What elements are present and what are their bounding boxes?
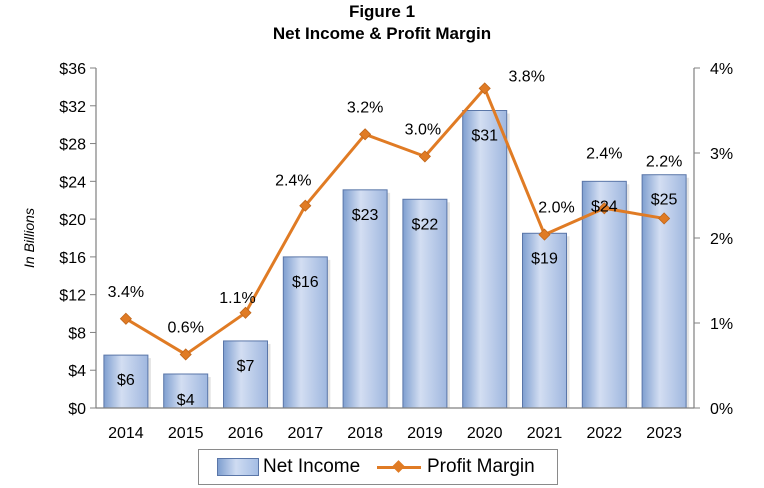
margin-value-label: 2.4% (586, 145, 622, 162)
chart-title: Net Income & Profit Margin (272, 24, 492, 43)
bar-value-label: $23 (352, 207, 379, 224)
y-axis-title: In Billions (21, 208, 37, 268)
y-tick-label: $4 (68, 363, 86, 380)
profit-margin-line (125, 86, 665, 356)
bar-value-label: $7 (237, 358, 255, 375)
x-tick-label: 2020 (467, 425, 503, 442)
legend-item-profit-margin: Profit Margin (377, 456, 535, 478)
bar-value-label: $4 (177, 392, 195, 409)
x-tick-label: 2018 (347, 425, 383, 442)
margin-value-label: 1.1% (219, 290, 255, 307)
legend-item-net-income: Net Income (217, 456, 360, 478)
bar-value-label: $25 (651, 192, 678, 209)
bar-2023 (641, 174, 687, 409)
y2-tick-label: 4% (710, 61, 733, 78)
x-tick-label: 2016 (228, 425, 264, 442)
marker-2017 (299, 199, 312, 212)
legend: Net Income Profit Margin (198, 449, 558, 485)
y-tick-label: $28 (59, 137, 86, 154)
bar-value-label: $22 (412, 216, 439, 233)
legend-bar-swatch (217, 458, 259, 476)
bar-2016 (223, 340, 268, 409)
x-tick-label: 2017 (288, 425, 324, 442)
y-tick-label: $24 (59, 174, 86, 191)
marker-2021 (538, 228, 551, 241)
x-tick-label: 2014 (108, 425, 144, 442)
bar-value-label: $19 (531, 250, 558, 267)
y-tick-label: $8 (68, 325, 86, 342)
y2-tick-label: 3% (710, 146, 733, 163)
y-tick-label: $12 (59, 288, 86, 305)
bar-2020 (462, 110, 508, 409)
legend-label-net-income: Net Income (263, 456, 361, 477)
marker-2016 (239, 306, 252, 319)
bar-value-label: $31 (471, 128, 498, 145)
margin-value-label: 3.8% (508, 68, 544, 85)
margin-value-label: 2.2% (646, 153, 682, 170)
bar-2019 (402, 198, 448, 409)
x-tick-label: 2022 (587, 425, 623, 442)
margin-value-label: 3.4% (108, 284, 144, 301)
bar-2021 (522, 232, 567, 409)
y-tick-label: $0 (68, 401, 86, 418)
y-tick-label: $32 (59, 99, 86, 116)
bar-2017 (282, 256, 328, 409)
legend-label-profit-margin: Profit Margin (427, 456, 535, 477)
x-tick-label: 2021 (527, 425, 563, 442)
bar-2022 (581, 180, 627, 409)
x-tick-label: 2019 (407, 425, 443, 442)
marker-2014 (119, 312, 132, 325)
marker-2022 (598, 202, 611, 215)
y2-tick-label: 1% (710, 316, 733, 333)
y-tick-label: $16 (59, 250, 86, 267)
x-tick-label: 2015 (168, 425, 204, 442)
bar-value-label: $6 (117, 372, 135, 389)
margin-value-label: 2.0% (538, 200, 574, 217)
x-tick-label: 2023 (646, 425, 682, 442)
bar-value-label: $24 (591, 198, 618, 215)
margin-value-label: 2.4% (275, 173, 311, 190)
bar-2015 (163, 373, 209, 409)
chart: $0 $4 $8 $12 $16 $20 $24 $28 $32 $36 0% 1% 2% 3% 4% 201… (21, 61, 733, 442)
legend-line-swatch (377, 459, 421, 475)
y-tick-label: $20 (59, 212, 86, 229)
marker-2018 (359, 128, 372, 141)
marker-2020 (478, 82, 491, 95)
bar-2018 (342, 189, 388, 409)
y-tick-label: $36 (59, 61, 86, 78)
marker-2015 (179, 348, 192, 361)
margin-value-label: 3.2% (347, 99, 383, 116)
bar-value-label: $16 (292, 274, 319, 291)
margin-value-label: 0.6% (167, 319, 203, 336)
bar-2014 (103, 354, 149, 409)
marker-2019 (418, 150, 431, 163)
marker-2023 (658, 212, 671, 225)
figure-label: Figure 1 (348, 2, 416, 21)
margin-value-label: 3.0% (405, 121, 441, 138)
y2-tick-label: 2% (710, 231, 733, 248)
y2-tick-label: 0% (710, 401, 733, 418)
